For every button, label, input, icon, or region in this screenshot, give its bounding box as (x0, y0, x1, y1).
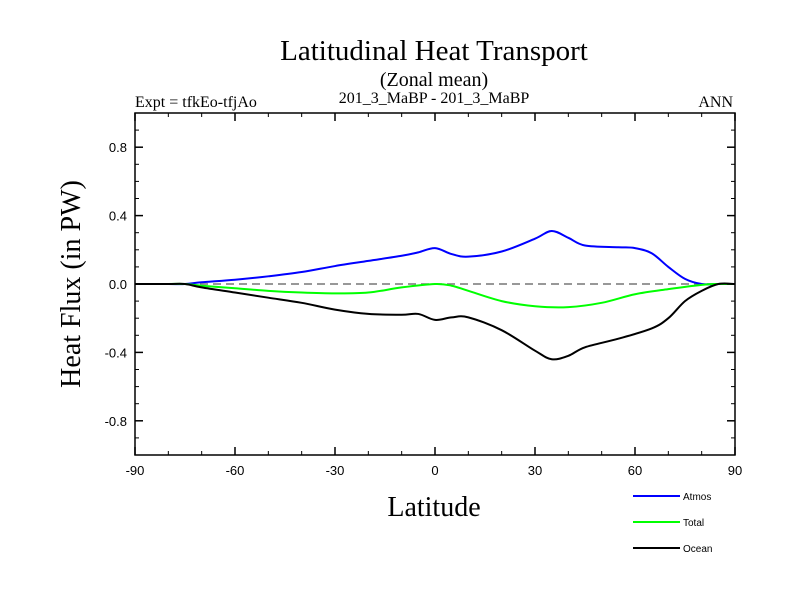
y-tick-label: 0.4 (109, 209, 127, 224)
legend-label-total: Total (683, 518, 704, 529)
y-tick-label: -0.4 (105, 345, 127, 360)
y-tick-label: -0.8 (105, 414, 127, 429)
x-tick-label: 0 (431, 463, 438, 478)
plot-area: -90 -60 -30 0 30 60 90 -0.8 -0.4 0.0 0.4 0.8 (105, 112, 742, 478)
legend-label-atmos: Atmos (683, 492, 711, 503)
y-tick-label: 0.8 (109, 140, 127, 155)
x-axis-label: Latitude (387, 492, 480, 523)
y-axis-label: Heat Flux (in PW) (56, 180, 87, 388)
x-tick-label: 90 (728, 463, 742, 478)
x-tick-label: 30 (528, 463, 542, 478)
experiment-label: Expt = tfkEo-tfjAo (135, 94, 257, 111)
series-line-atmos (135, 229, 735, 286)
x-tick-label: 60 (628, 463, 642, 478)
season-label: ANN (698, 94, 733, 111)
x-tick-label: -60 (226, 463, 245, 478)
chart-subtitle: (Zonal mean) (380, 69, 488, 91)
x-tick-label: -30 (326, 463, 345, 478)
series-line-ocean (135, 282, 736, 361)
x-tick-label: -90 (126, 463, 145, 478)
legend: Atmos Total Ocean (633, 492, 712, 555)
legend-label-ocean: Ocean (683, 544, 712, 555)
y-tick-label: 0.0 (109, 277, 127, 292)
series-line-total (135, 282, 736, 309)
chart-title: Latitudinal Heat Transport (280, 35, 588, 67)
period-label: 201_3_MaBP - 201_3_MaBP (339, 90, 530, 107)
